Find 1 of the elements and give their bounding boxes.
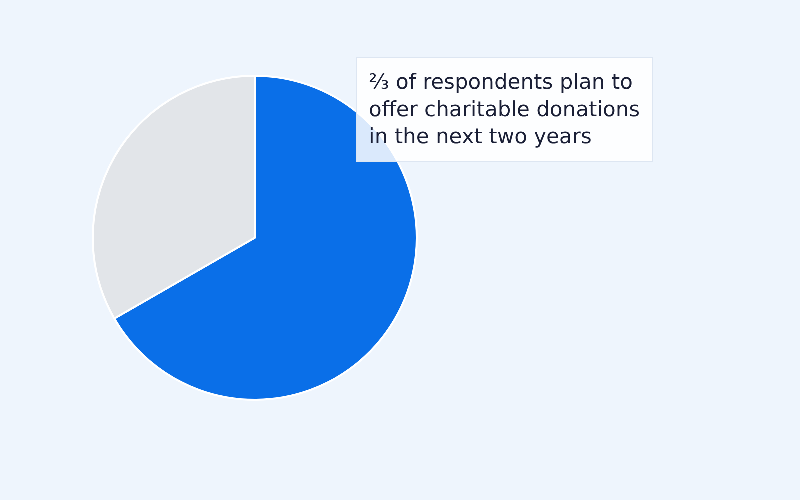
text: ⅔ of respondents plan to offer charitable donations in the next two years: [369, 70, 640, 149]
